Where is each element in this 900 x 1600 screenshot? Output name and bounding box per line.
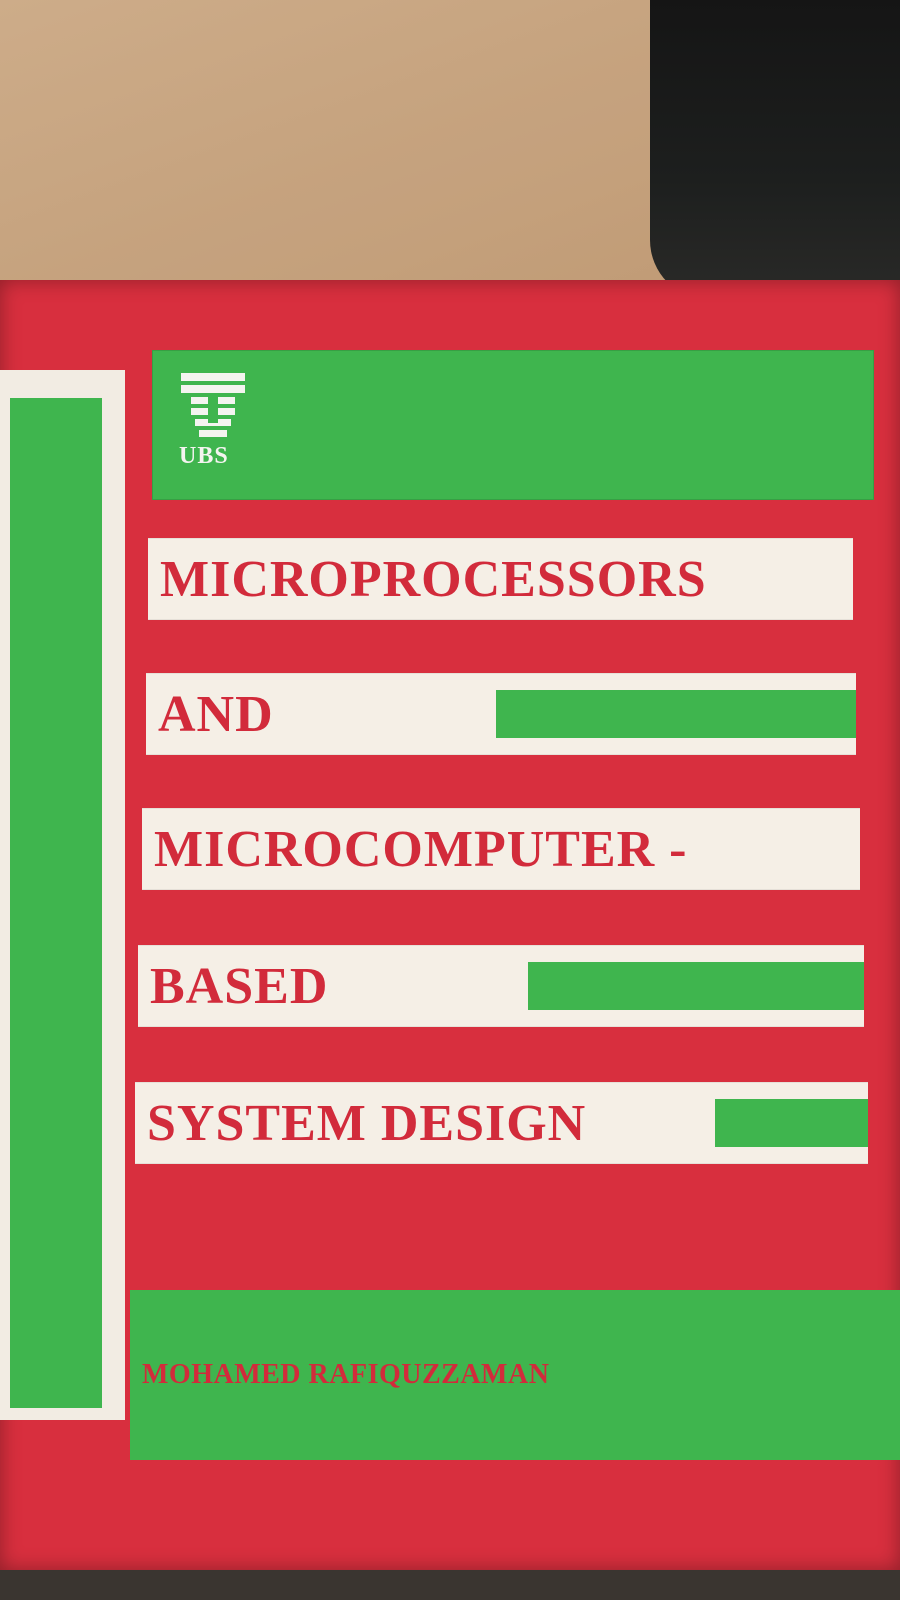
- ubs-logo-icon: [181, 373, 245, 443]
- band-green-accent-2: [496, 690, 856, 738]
- title-band-1: MICROPROCESSORS: [148, 538, 853, 620]
- left-frame: [0, 370, 125, 1420]
- title-line-3: MICROCOMPUTER -: [154, 820, 688, 878]
- dark-object-background: [650, 0, 900, 300]
- publisher-name: UBS: [179, 443, 229, 469]
- title-line-2: AND: [158, 685, 274, 743]
- title-line-1: MICROPROCESSORS: [160, 550, 707, 608]
- author-name: MOHAMED RAFIQUZZAMAN: [142, 1359, 550, 1390]
- left-green-bar: [10, 398, 102, 1408]
- title-band-4: BASED: [138, 945, 864, 1027]
- band-green-accent-4: [528, 962, 864, 1010]
- title-band-5: SYSTEM DESIGN: [135, 1082, 868, 1164]
- title-line-5: SYSTEM DESIGN: [147, 1094, 587, 1152]
- title-band-3: MICROCOMPUTER -: [142, 808, 860, 890]
- bottom-surface: [0, 1570, 900, 1600]
- title-band-2: AND: [146, 673, 856, 755]
- book-cover: UBS MICROPROCESSORS AND MICROCOMPUTER - …: [0, 280, 900, 1570]
- publisher-band: UBS: [152, 350, 874, 500]
- author-band: MOHAMED RAFIQUZZAMAN: [130, 1290, 900, 1460]
- band-green-accent-5: [715, 1099, 868, 1147]
- title-line-4: BASED: [150, 957, 329, 1015]
